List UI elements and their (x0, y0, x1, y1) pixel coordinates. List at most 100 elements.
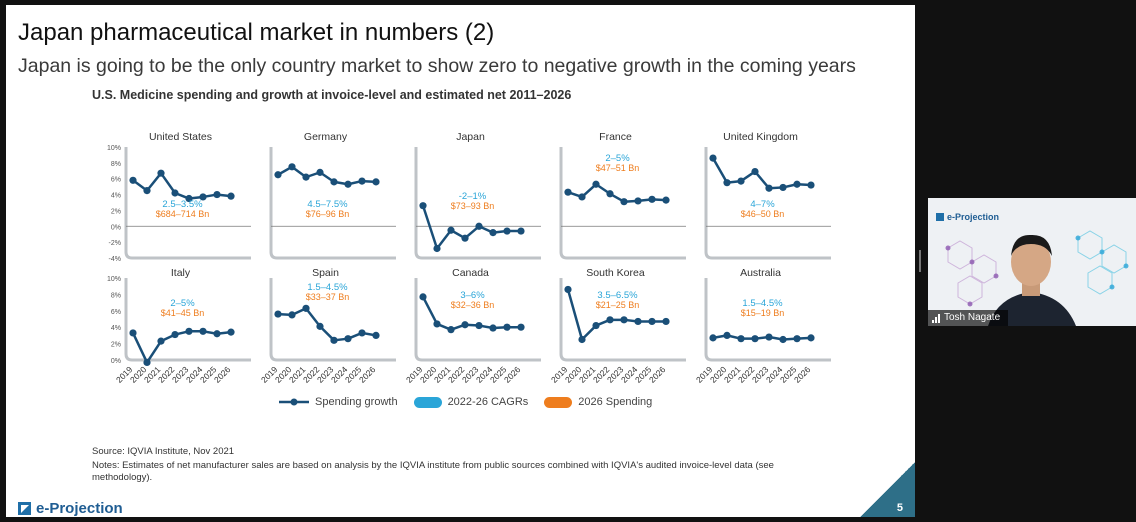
data-point (288, 163, 296, 171)
cagr-label-united-states: 2.5–3.5% (162, 199, 203, 210)
x-tick-label: 2026 (647, 364, 668, 385)
data-point (344, 180, 352, 188)
chart-frame (414, 278, 541, 362)
cagr-label-canada: 3–6% (460, 290, 485, 301)
chart-frame (269, 278, 396, 362)
data-point (779, 335, 787, 344)
data-point (751, 167, 759, 176)
y-tick-label: 6% (111, 177, 121, 184)
company-logo: e-Projection (18, 500, 123, 517)
data-point (662, 196, 670, 204)
data-point (765, 333, 773, 341)
data-point (185, 194, 193, 203)
spending-label-italy: $41–45 Bn (161, 308, 205, 318)
data-point (171, 330, 179, 339)
audio-level-icon (932, 313, 940, 323)
chart-title-italy: Italy (171, 267, 191, 279)
data-point (606, 190, 614, 198)
panel-resize-handle[interactable] (919, 250, 921, 272)
data-point (358, 177, 366, 185)
data-point (316, 168, 324, 176)
chart-panel-south-korea: South Korea20192020202120222023202420252… (549, 267, 686, 385)
data-point (807, 181, 815, 189)
y-tick-label: 4% (111, 193, 121, 200)
x-tick-label: 2026 (357, 364, 378, 385)
cagr-label-spain: 1.5–4.5% (307, 282, 348, 293)
data-point (723, 331, 731, 339)
cagr-label-australia: 1.5–4.5% (742, 298, 783, 309)
cagr-label-germany: 4.5–7.5% (307, 199, 348, 210)
data-point (648, 317, 656, 326)
data-point (461, 321, 469, 329)
chart-title-canada: Canada (452, 267, 489, 279)
data-point (662, 317, 670, 326)
chart-title-south-korea: South Korea (586, 267, 645, 279)
data-point (592, 180, 600, 188)
data-point (157, 169, 165, 177)
webcam-logo: e-Projection (936, 212, 999, 222)
x-tick-label: 2026 (212, 364, 233, 385)
y-tick-label: 0% (111, 358, 121, 365)
legend-spending-swatch-icon (544, 396, 573, 408)
chart-title-france: France (599, 131, 632, 143)
y-tick-label: 8% (111, 161, 121, 168)
legend-spending-growth-label: Spending growth (315, 396, 398, 408)
data-point (606, 316, 614, 324)
data-point (709, 334, 717, 342)
data-point (302, 304, 310, 312)
data-point (302, 173, 310, 181)
series-line-japan (421, 205, 521, 250)
data-point (503, 227, 511, 235)
participant-name-tag: Tosh Nagate (928, 310, 1009, 326)
data-point (807, 334, 815, 342)
chart-frame (559, 278, 686, 362)
data-point (489, 324, 497, 332)
data-point (709, 154, 717, 162)
data-point (171, 189, 179, 197)
data-point (274, 171, 282, 179)
data-point (274, 310, 282, 318)
molecule-background-icon (945, 230, 1129, 307)
chart-panel-canada: Canada201920202021202220232024202520263–… (404, 267, 541, 385)
webcam-video-tile[interactable]: e-Projection Tosh Nagate (928, 198, 1136, 326)
data-point (213, 330, 221, 338)
legend-spending-growth: Spending growth (279, 396, 398, 408)
spending-label-spain: $33–37 Bn (306, 292, 350, 302)
cagr-label-france: 2–5% (605, 153, 630, 164)
data-point (648, 195, 656, 203)
y-tick-label: 10% (107, 276, 121, 283)
chart-panel-germany: Germany 4.5–7.5%$76–96 Bn (269, 131, 396, 260)
chart-title-australia: Australia (740, 267, 781, 279)
data-point (419, 202, 427, 210)
participant-avatar (988, 234, 1076, 326)
cagr-label-south-korea: 3.5–6.5% (597, 290, 638, 301)
chart-frame (124, 147, 251, 260)
x-tick-label: 2026 (502, 364, 523, 385)
y-tick-label: 2% (111, 208, 121, 215)
corner-decoration (860, 462, 915, 517)
data-point (592, 321, 600, 330)
chart-panel-france: France 2–5%$47–51 Bn (559, 131, 686, 260)
data-point (489, 229, 497, 237)
chart-panel-united-kingdom: United Kingdom 4–7%$46–50 Bn (704, 131, 831, 260)
y-tick-label: -2% (109, 240, 121, 247)
data-point (620, 198, 628, 206)
data-point (578, 193, 586, 201)
cagr-label-italy: 2–5% (170, 298, 195, 309)
data-point (517, 323, 525, 331)
small-multiples-charts: United States 10% 8% 6% 4% 2% 0% -2% -4% 2.5–3.5%… (107, 131, 831, 385)
slide-title: Japan pharmaceutical market in numbers (… (18, 19, 495, 46)
spending-label-germany: $76–96 Bn (306, 209, 350, 219)
chart-heading: U.S. Medicine spending and growth at inv… (92, 88, 572, 102)
participant-name: Tosh Nagate (944, 312, 1001, 323)
webcam-logo-mark-icon (936, 213, 944, 221)
data-point (316, 322, 324, 330)
data-point (330, 336, 338, 344)
data-point (447, 326, 455, 334)
data-point (765, 184, 773, 192)
y-tick-label: -4% (109, 256, 121, 263)
y-tick-label: 2% (111, 342, 121, 349)
data-point (372, 178, 380, 186)
legend-line-marker-icon (279, 398, 309, 406)
data-point (447, 226, 455, 234)
